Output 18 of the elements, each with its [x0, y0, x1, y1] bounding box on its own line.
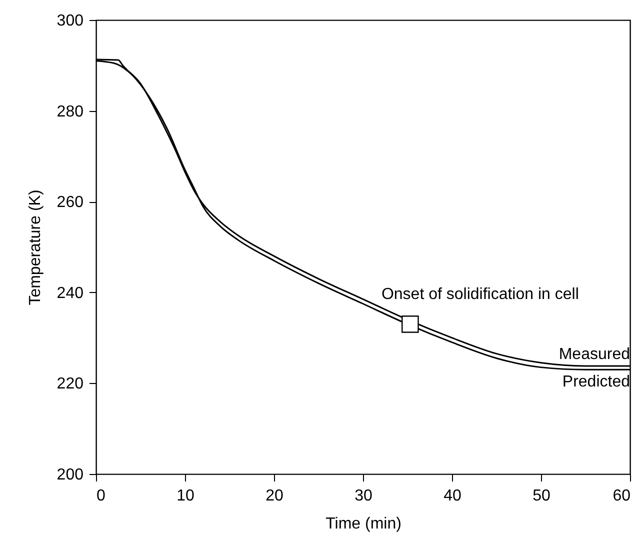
- y-axis-title: Temperature (K): [26, 190, 44, 306]
- y-tick-label: 200: [56, 466, 84, 484]
- y-tick-label: 260: [56, 194, 84, 212]
- y-tick-label: 280: [56, 103, 84, 120]
- x-tick-label: 50: [532, 488, 550, 504]
- x-tick-label: 40: [444, 488, 462, 504]
- series-label: Predicted: [562, 374, 630, 391]
- annotation: Onset of solidification in cell: [381, 286, 579, 304]
- x-tick-label: 60: [612, 488, 631, 504]
- y-tick-label: 240: [56, 284, 84, 302]
- x-tick-label: 30: [354, 488, 372, 504]
- y-tick-label: 220: [56, 376, 84, 393]
- series-label: Measured: [558, 346, 630, 363]
- y-tick-label: 300: [56, 12, 84, 30]
- x-tick-label: 0: [96, 488, 106, 504]
- x-tick-label: 10: [176, 488, 194, 504]
- x-tick-label: 20: [266, 488, 284, 504]
- x-axis-title: Time (min): [326, 516, 402, 532]
